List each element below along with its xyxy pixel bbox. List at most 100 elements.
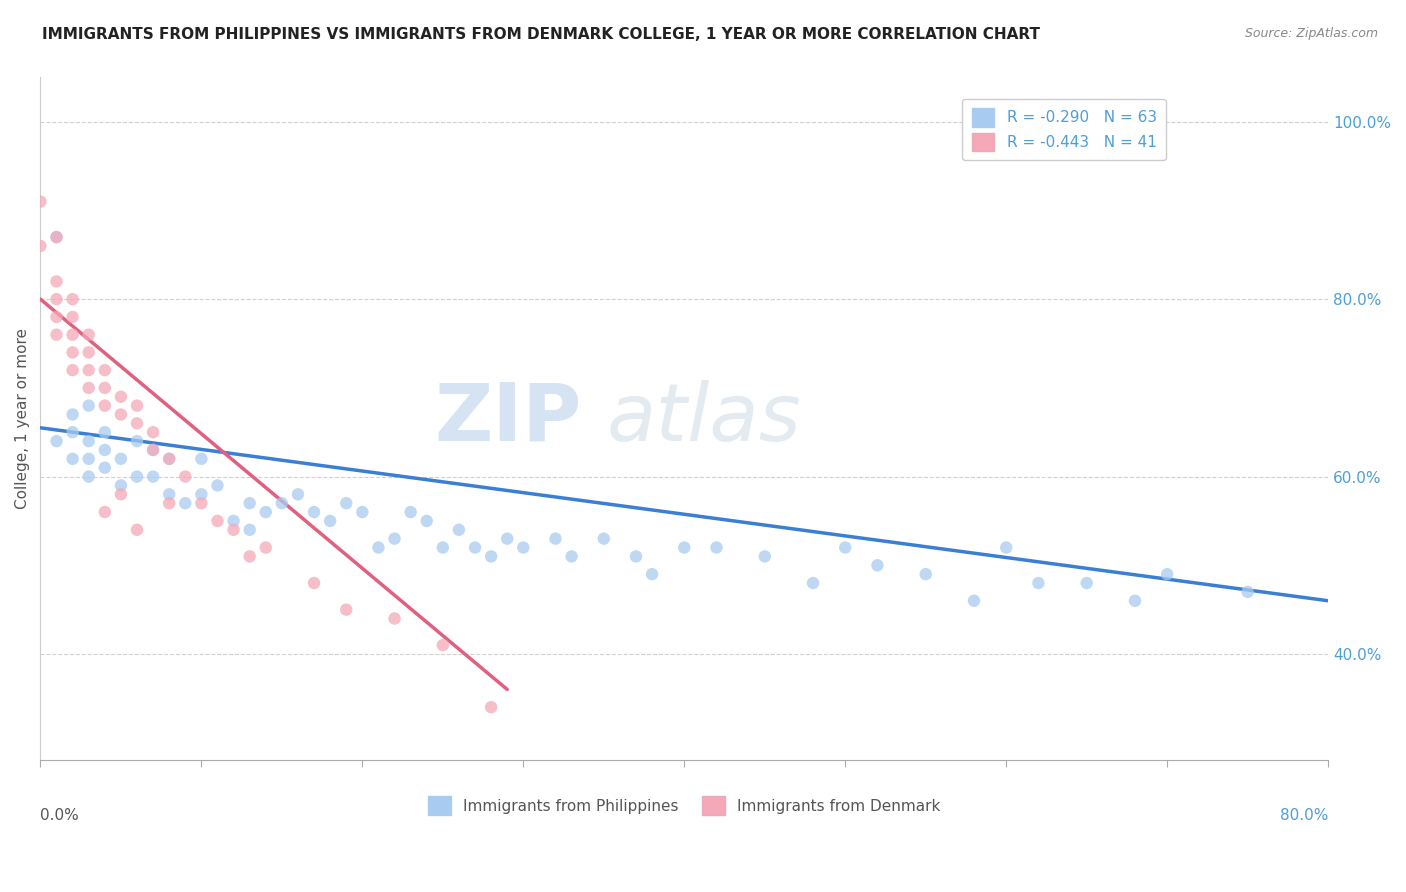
- Point: [1236, 585, 1258, 599]
- Point: [447, 523, 470, 537]
- Point: [77, 399, 100, 413]
- Point: [62, 310, 84, 324]
- Point: [834, 541, 856, 555]
- Point: [125, 434, 148, 449]
- Point: [239, 523, 262, 537]
- Point: [125, 417, 148, 431]
- Point: [641, 567, 664, 582]
- Point: [30, 194, 52, 209]
- Point: [45, 230, 67, 244]
- Point: [754, 549, 776, 564]
- Point: [62, 345, 84, 359]
- Point: [157, 451, 180, 466]
- Point: [399, 505, 422, 519]
- Point: [174, 469, 197, 483]
- Point: [94, 442, 117, 457]
- Text: ZIP: ZIP: [434, 380, 581, 458]
- Point: [335, 496, 357, 510]
- Point: [77, 345, 100, 359]
- Point: [673, 541, 696, 555]
- Point: [319, 514, 342, 528]
- Point: [94, 363, 117, 377]
- Point: [77, 381, 100, 395]
- Point: [62, 363, 84, 377]
- Point: [62, 327, 84, 342]
- Point: [496, 532, 519, 546]
- Point: [561, 549, 583, 564]
- Point: [254, 505, 277, 519]
- Point: [239, 549, 262, 564]
- Point: [110, 451, 132, 466]
- Point: [62, 451, 84, 466]
- Point: [110, 478, 132, 492]
- Point: [77, 451, 100, 466]
- Point: [142, 425, 165, 440]
- Text: 0.0%: 0.0%: [41, 808, 79, 823]
- Point: [384, 611, 406, 625]
- Point: [544, 532, 567, 546]
- Point: [94, 399, 117, 413]
- Point: [352, 505, 374, 519]
- Point: [866, 558, 889, 573]
- Point: [45, 292, 67, 306]
- Point: [287, 487, 309, 501]
- Point: [30, 239, 52, 253]
- Point: [45, 327, 67, 342]
- Point: [62, 292, 84, 306]
- Text: Source: ZipAtlas.com: Source: ZipAtlas.com: [1244, 27, 1378, 40]
- Point: [207, 478, 229, 492]
- Point: [1076, 576, 1098, 591]
- Point: [432, 638, 454, 652]
- Point: [94, 425, 117, 440]
- Point: [94, 381, 117, 395]
- Point: [142, 469, 165, 483]
- Point: [432, 541, 454, 555]
- Point: [45, 275, 67, 289]
- Point: [270, 496, 292, 510]
- Point: [367, 541, 389, 555]
- Point: [62, 425, 84, 440]
- Point: [222, 514, 245, 528]
- Point: [1028, 576, 1050, 591]
- Point: [125, 523, 148, 537]
- Point: [190, 451, 212, 466]
- Point: [77, 327, 100, 342]
- Point: [464, 541, 486, 555]
- Point: [479, 549, 502, 564]
- Y-axis label: College, 1 year or more: College, 1 year or more: [15, 328, 30, 509]
- Point: [222, 523, 245, 537]
- Point: [110, 487, 132, 501]
- Point: [416, 514, 439, 528]
- Point: [142, 442, 165, 457]
- Text: atlas: atlas: [607, 380, 801, 458]
- Text: IMMIGRANTS FROM PHILIPPINES VS IMMIGRANTS FROM DENMARK COLLEGE, 1 YEAR OR MORE C: IMMIGRANTS FROM PHILIPPINES VS IMMIGRANT…: [42, 27, 1040, 42]
- Text: 80.0%: 80.0%: [1279, 808, 1329, 823]
- Point: [94, 505, 117, 519]
- Point: [801, 576, 824, 591]
- Point: [125, 469, 148, 483]
- Point: [174, 496, 197, 510]
- Point: [1123, 593, 1146, 607]
- Point: [239, 496, 262, 510]
- Point: [190, 496, 212, 510]
- Point: [77, 363, 100, 377]
- Point: [77, 469, 100, 483]
- Point: [157, 487, 180, 501]
- Point: [384, 532, 406, 546]
- Point: [110, 408, 132, 422]
- Point: [142, 442, 165, 457]
- Point: [302, 576, 325, 591]
- Point: [77, 434, 100, 449]
- Legend: Immigrants from Philippines, Immigrants from Denmark: Immigrants from Philippines, Immigrants …: [422, 790, 946, 821]
- Point: [335, 602, 357, 616]
- Point: [207, 514, 229, 528]
- Point: [125, 399, 148, 413]
- Point: [512, 541, 534, 555]
- Point: [157, 496, 180, 510]
- Point: [254, 541, 277, 555]
- Point: [45, 434, 67, 449]
- Point: [1156, 567, 1178, 582]
- Point: [62, 408, 84, 422]
- Point: [94, 460, 117, 475]
- Point: [45, 230, 67, 244]
